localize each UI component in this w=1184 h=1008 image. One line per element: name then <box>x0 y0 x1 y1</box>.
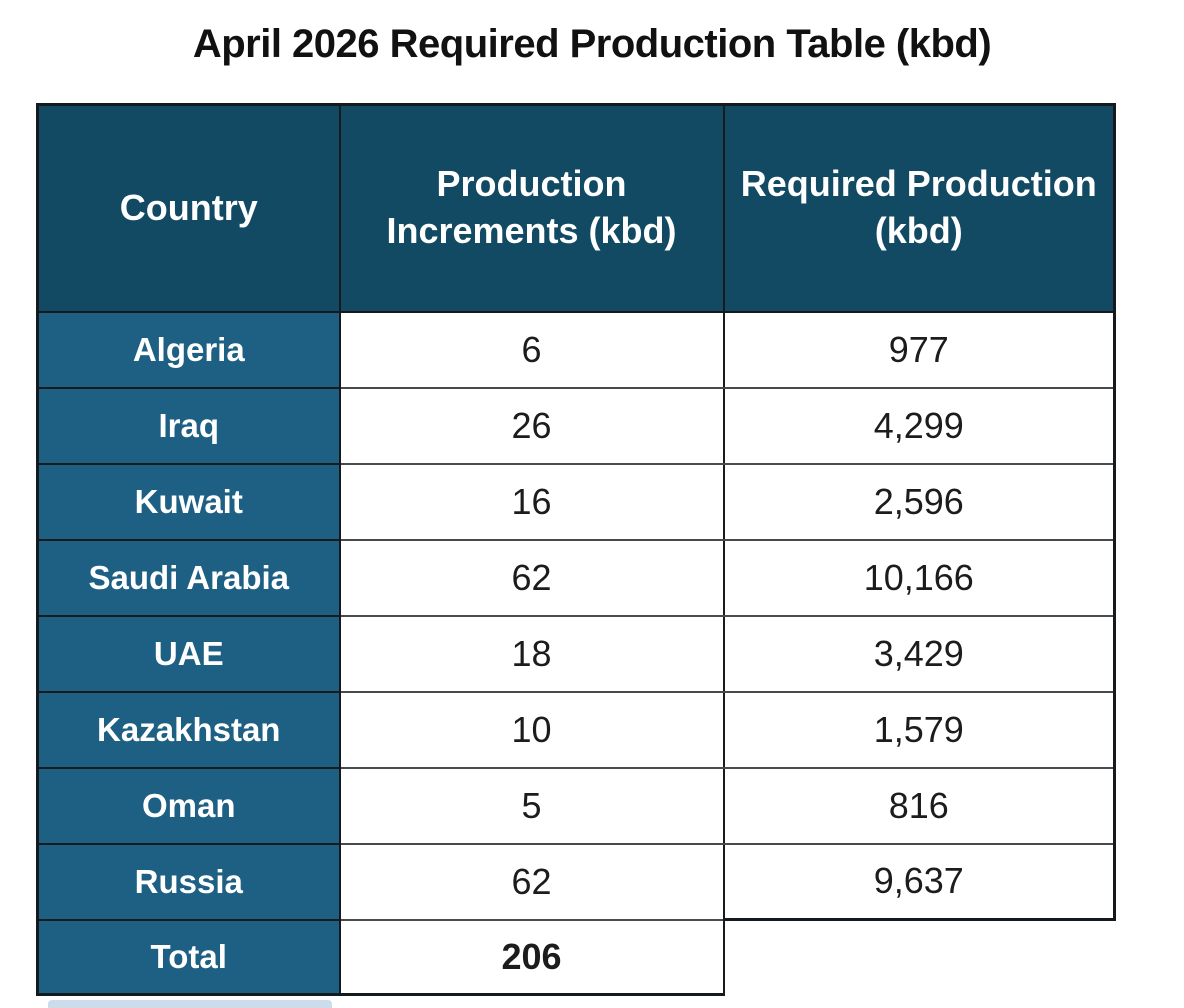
required-cell: 3,429 <box>722 614 1116 693</box>
country-cell: Kazakhstan <box>36 690 341 769</box>
required-cell: 816 <box>722 766 1116 845</box>
total-row: Total 206 <box>36 918 1115 996</box>
table-row: Kazakhstan 10 1,579 <box>36 690 1116 769</box>
increment-cell: 16 <box>338 462 725 541</box>
table-row: Kuwait 16 2,596 <box>36 462 1116 541</box>
table-row: Saudi Arabia 62 10,166 <box>36 538 1116 617</box>
required-cell: 4,299 <box>722 386 1116 465</box>
total-increment-cell: 206 <box>338 918 725 996</box>
cutoff-row-artifact <box>48 1000 332 1008</box>
required-cell: 1,579 <box>722 690 1116 769</box>
total-label-cell: Total <box>36 918 341 996</box>
country-cell: Algeria <box>36 310 341 389</box>
column-header-required: Required Production (kbd) <box>722 103 1116 313</box>
table-row: Russia 62 9,637 <box>36 842 1116 921</box>
country-cell: Kuwait <box>36 462 341 541</box>
increment-cell: 5 <box>338 766 725 845</box>
increment-cell: 6 <box>338 310 725 389</box>
column-header-country: Country <box>36 103 341 313</box>
increment-cell: 62 <box>338 538 725 617</box>
required-cell: 977 <box>722 310 1116 389</box>
table-row: Iraq 26 4,299 <box>36 386 1116 465</box>
table-row: Algeria 6 977 <box>36 310 1116 389</box>
table-row: Oman 5 816 <box>36 766 1116 845</box>
required-cell: 10,166 <box>722 538 1116 617</box>
header-row: Country Production Increments (kbd) Requ… <box>36 103 1116 313</box>
country-cell: Oman <box>36 766 341 845</box>
country-cell: Iraq <box>36 386 341 465</box>
country-cell: UAE <box>36 614 341 693</box>
increment-cell: 62 <box>338 842 725 921</box>
required-cell: 2,596 <box>722 462 1116 541</box>
page-title: April 2026 Required Production Table (kb… <box>192 22 992 66</box>
empty-cell <box>724 920 1115 995</box>
required-cell: 9,637 <box>722 842 1116 921</box>
increment-cell: 18 <box>338 614 725 693</box>
country-cell: Saudi Arabia <box>36 538 341 617</box>
column-header-increments: Production Increments (kbd) <box>338 103 725 313</box>
production-table: Country Production Increments (kbd) Requ… <box>36 103 1116 996</box>
increment-cell: 10 <box>338 690 725 769</box>
table-row: UAE 18 3,429 <box>36 614 1116 693</box>
country-cell: Russia <box>36 842 341 921</box>
increment-cell: 26 <box>338 386 725 465</box>
